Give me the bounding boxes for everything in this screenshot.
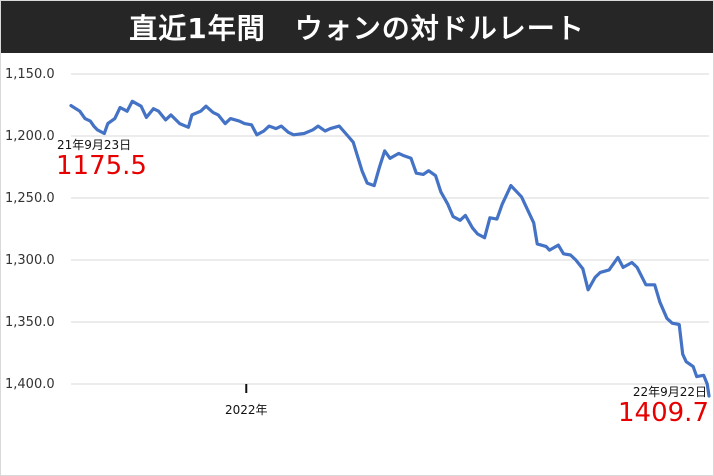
start-value-label: 1175.5 bbox=[56, 151, 147, 181]
start-date-label: 21年9月23日 bbox=[57, 138, 131, 152]
y-axis-ticks: 1,150.0 1,200.0 1,250.0 1,300.0 1,350.0 1,400… bbox=[5, 67, 55, 392]
x-tick-label: 2022年 bbox=[225, 403, 268, 417]
end-date-label: 22年9月22日 bbox=[633, 385, 707, 399]
end-value-label: 1409.7 bbox=[618, 398, 709, 428]
chart-title: 直近1年間 ウォンの対ドルレート bbox=[1, 1, 713, 53]
y-tick-label: 1,250.0 bbox=[5, 191, 55, 206]
y-tick-label: 1,300.0 bbox=[5, 253, 55, 268]
gridlines bbox=[71, 73, 709, 385]
series-layer bbox=[69, 99, 711, 398]
x-axis-ticks: 2022年 bbox=[225, 384, 268, 417]
y-tick-label: 1,400.0 bbox=[5, 377, 55, 392]
y-tick-label: 1,150.0 bbox=[5, 67, 55, 82]
y-tick-label: 1,350.0 bbox=[5, 315, 55, 330]
series-line bbox=[69, 99, 711, 398]
y-tick-label: 1,200.0 bbox=[5, 129, 55, 144]
